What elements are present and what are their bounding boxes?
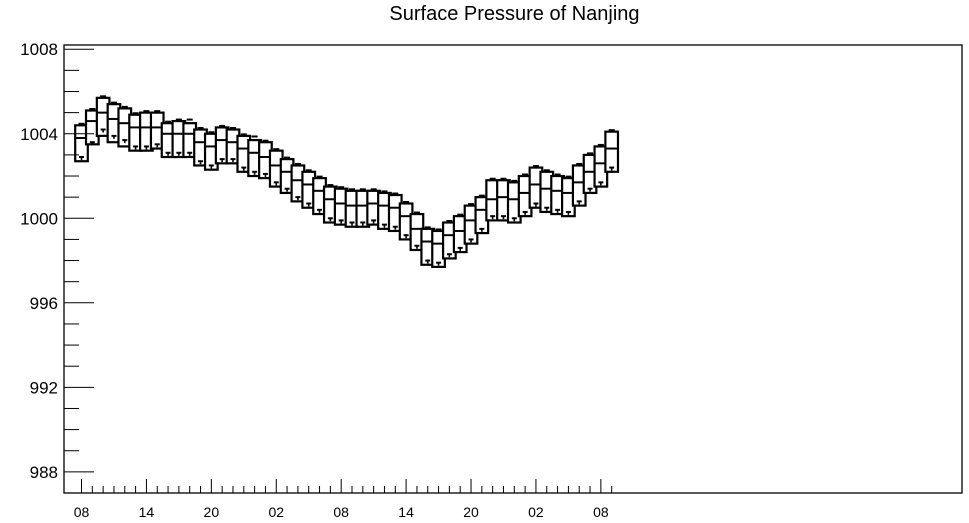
y-tick-label: 992 (30, 378, 58, 397)
x-tick-label: 20 (204, 504, 220, 520)
x-tick-label: 08 (74, 504, 90, 520)
x-tick-label: 08 (593, 504, 609, 520)
x-tick-label: 02 (528, 504, 544, 520)
x-tick-label: 02 (268, 504, 284, 520)
x-tick-label: 08 (333, 504, 349, 520)
y-tick-label: 1000 (20, 209, 58, 228)
y-tick-label: 1008 (20, 40, 58, 59)
x-tick-label: 14 (398, 504, 414, 520)
axes-layer: 988 992 996 1000 1004 1008 08 14 20 02 08 14 20 02 08 (20, 40, 613, 520)
y-tick-label: 1004 (20, 125, 58, 144)
box (604, 130, 620, 173)
x-tick-label: 20 (463, 504, 479, 520)
plot-frame (63, 44, 963, 494)
x-tick-label: 14 (139, 504, 155, 520)
chart-title: Surface Pressure of Nanjing (389, 3, 640, 25)
boxes-layer (74, 95, 620, 268)
y-tick-label: 988 (30, 463, 58, 482)
y-tick-label: 996 (30, 294, 58, 313)
